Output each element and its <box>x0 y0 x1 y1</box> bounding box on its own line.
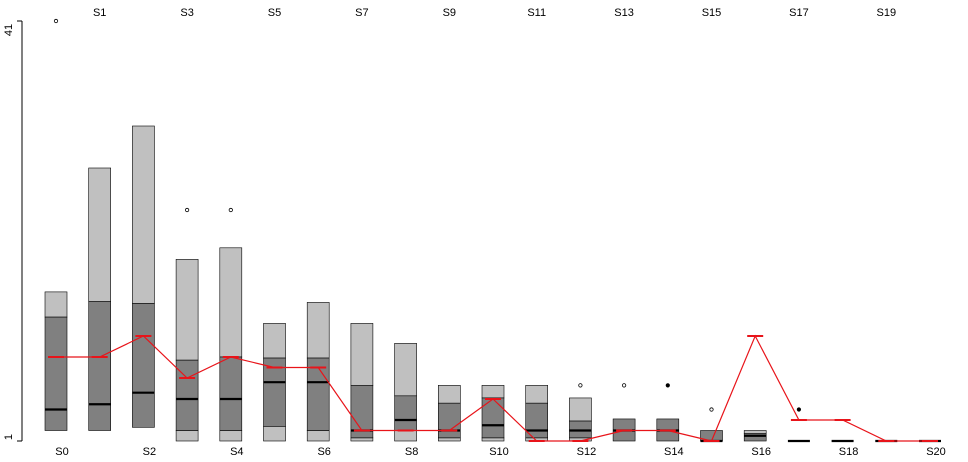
x-tick-label-s9: S9 <box>443 7 456 19</box>
box-s15-outlier-0 <box>709 407 714 412</box>
box-s7-upper-range <box>350 323 374 386</box>
x-tick-label-s18: S18 <box>839 446 859 458</box>
box-s3 <box>175 207 199 442</box>
box-s15 <box>700 407 723 443</box>
box-s9 <box>437 385 461 442</box>
x-tick-label-s7: S7 <box>355 7 368 19</box>
box-s1-iqr <box>88 301 111 431</box>
box-s14-outlier-0 <box>665 383 670 388</box>
box-s4-outlier-0 <box>228 207 233 213</box>
box-s0-iqr <box>44 316 68 431</box>
x-tick-label-s15: S15 <box>702 7 722 19</box>
box-s11-iqr <box>525 402 549 439</box>
box-s10-lower-range <box>481 437 505 442</box>
x-tick-label-s5: S5 <box>268 7 281 19</box>
box-s3-lower-range <box>175 430 199 442</box>
box-s8-upper-range <box>394 343 417 397</box>
x-tick-label-s3: S3 <box>180 7 193 19</box>
box-s16-iqr <box>743 433 767 442</box>
box-s9-iqr <box>437 402 461 439</box>
box-s3-upper-range <box>175 259 199 361</box>
box-s10-upper-range <box>481 385 505 399</box>
box-s17 <box>787 407 810 443</box>
box-s4-lower-range <box>219 430 243 442</box>
x-tick-label-s11: S11 <box>527 7 546 19</box>
box-s4 <box>219 207 243 442</box>
x-tick-label-s14: S14 <box>664 446 684 458</box>
x-tick-label-s8: S8 <box>405 446 418 458</box>
box-s12-upper-range <box>569 397 592 422</box>
box-s3-outlier-0 <box>185 207 190 213</box>
box-s10 <box>481 385 505 442</box>
x-tick-label-s2: S2 <box>143 446 156 458</box>
x-tick-label-s20: S20 <box>926 446 946 458</box>
box-s4-iqr <box>219 356 243 431</box>
box-s16 <box>743 430 767 442</box>
box-s1-upper-range <box>88 167 111 302</box>
x-tick-label-s4: S4 <box>230 446 243 458</box>
x-tick-label-s19: S19 <box>877 7 897 19</box>
box-s6-iqr <box>306 357 330 431</box>
box-s8-lower-range <box>394 430 417 442</box>
box-s13-outlier-0 <box>621 383 627 388</box>
box-s6-lower-range <box>306 430 330 442</box>
box-s8 <box>394 343 417 442</box>
x-tick-label-s12: S12 <box>577 446 597 458</box>
x-tick-label-s16: S16 <box>751 446 771 458</box>
box-s2-upper-range <box>132 125 155 304</box>
box-s1 <box>88 167 111 431</box>
box-s9-upper-range <box>437 385 461 404</box>
box-s12 <box>569 383 592 442</box>
box-s12-outlier-0 <box>578 383 583 388</box>
x-tick-label-s6: S6 <box>317 446 330 458</box>
box-s6-upper-range <box>306 302 330 359</box>
box-s11 <box>525 385 549 442</box>
box-s11-upper-range <box>525 385 549 404</box>
box-s7-iqr <box>350 385 374 439</box>
box-s8-iqr <box>394 395 417 431</box>
box-s4-upper-range <box>219 247 243 358</box>
category-labels: S0 S1 S2 S3 S4 S5 S6 S7 S8 S9 S10 S11 S12 S13 S14 S15 S1… <box>55 7 946 458</box>
box-s10-iqr <box>481 397 505 439</box>
box-s9-lower-range <box>437 437 461 442</box>
mean-line <box>48 334 938 442</box>
box-s5-upper-range <box>263 323 286 359</box>
box-s5 <box>263 323 286 442</box>
box-s6 <box>306 302 330 442</box>
x-tick-label-s1: S1 <box>93 7 106 19</box>
y-tick-label-bottom: 1 <box>3 434 15 440</box>
box-s0-upper-range <box>44 291 68 318</box>
box-s2-iqr <box>132 303 155 428</box>
x-tick-label-s0: S0 <box>55 446 68 458</box>
box-s17-outlier-0 <box>796 407 802 412</box>
box-s7 <box>350 323 374 442</box>
boxes <box>44 18 941 443</box>
y-axis: 41 1 <box>3 20 23 442</box>
box-s16-upper-range <box>743 430 767 434</box>
box-s2 <box>132 125 155 428</box>
box-s7-lower-range <box>350 437 374 442</box>
x-tick-label-s13: S13 <box>614 7 634 19</box>
x-tick-label-s10: S10 <box>489 446 509 458</box>
box-s0 <box>44 18 68 431</box>
box-s5-lower-range <box>263 425 286 442</box>
y-tick-label-top: 41 <box>3 24 15 36</box>
box-s5-iqr <box>263 357 286 427</box>
x-tick-label-s17: S17 <box>789 7 809 19</box>
box-s0-outlier-0 <box>53 18 59 24</box>
